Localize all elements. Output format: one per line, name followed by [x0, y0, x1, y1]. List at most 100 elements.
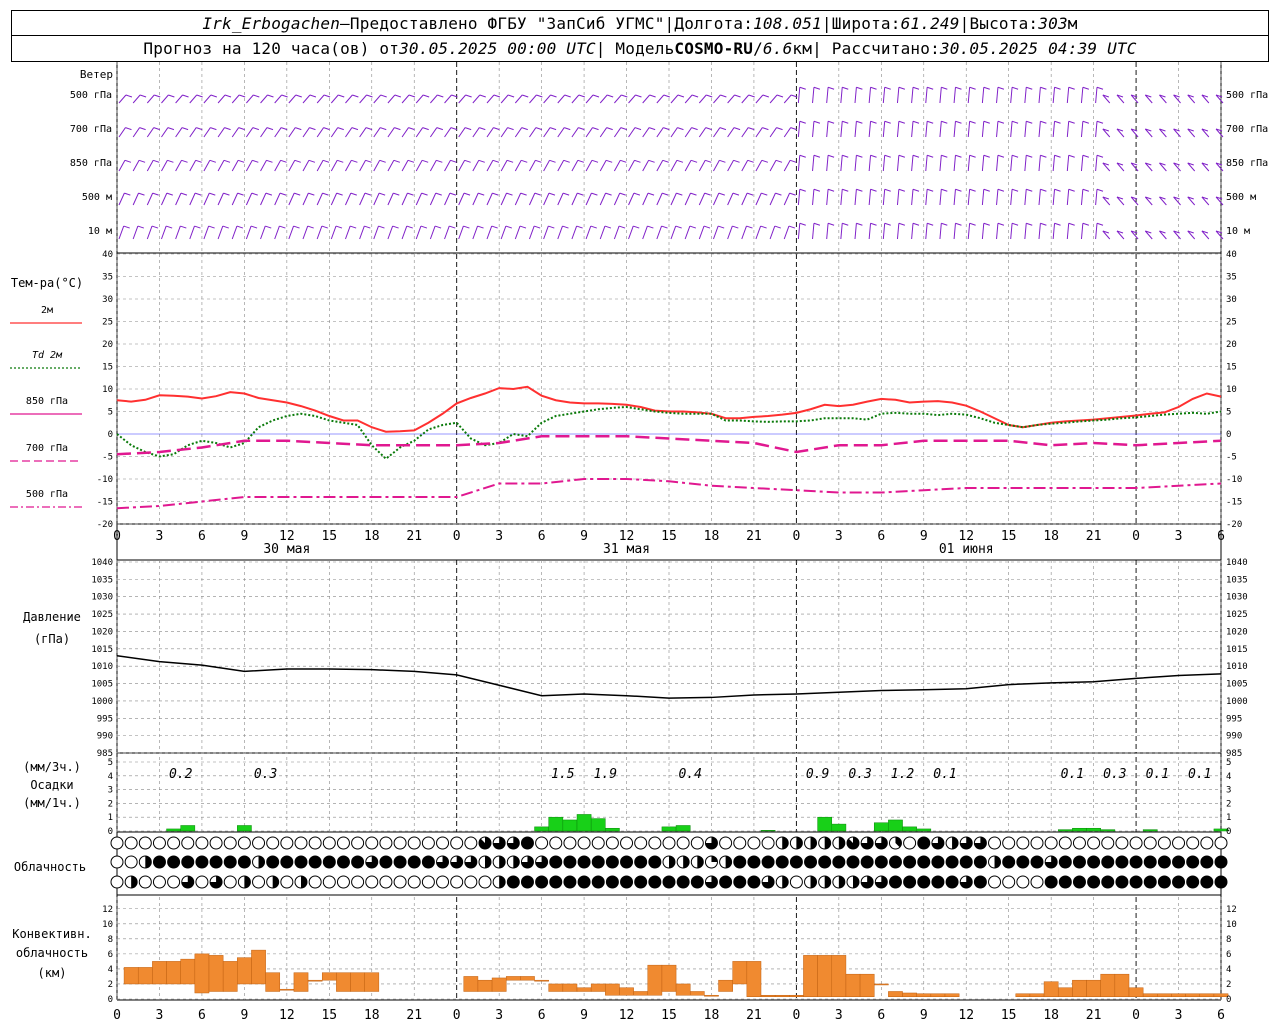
- wind-barb-flag: [379, 159, 386, 163]
- y-tick-label: -10: [1226, 475, 1242, 485]
- wind-barb-flag: [493, 127, 500, 131]
- altitude-value: 303: [1038, 13, 1068, 33]
- wind-barb-flag: [842, 154, 849, 158]
- x-tick-label: 9: [920, 529, 928, 544]
- wind-barb: [175, 94, 183, 104]
- wind-barb-flag: [548, 192, 556, 196]
- x-tick-label: 12: [279, 529, 295, 544]
- wind-level-label: 500 м: [82, 192, 112, 203]
- y-tick-label: 0: [1226, 995, 1231, 1005]
- cloud-fill: [669, 856, 675, 868]
- wind-barb-flag: [799, 154, 806, 158]
- wind-barb: [543, 192, 550, 206]
- wind-barb: [330, 94, 339, 104]
- cloud-symbol: [520, 875, 534, 889]
- wind-barb-flag: [392, 225, 399, 229]
- wind-barb: [713, 94, 721, 104]
- wind-barb-flag: [997, 86, 1005, 90]
- wind-barb: [1052, 87, 1056, 104]
- x-tick-label: 9: [240, 529, 248, 544]
- wind-barb-flag: [210, 94, 218, 98]
- cloud-symbol: [124, 855, 138, 869]
- wind-barb: [727, 94, 735, 104]
- y-tick-label: 40: [1226, 250, 1237, 260]
- wind-barb: [161, 127, 169, 138]
- wind-barb: [189, 127, 197, 138]
- wind-barb: [1144, 94, 1153, 104]
- cloud-symbol: [1157, 855, 1171, 869]
- wind-barb: [1066, 121, 1070, 138]
- wind-barb: [741, 160, 749, 172]
- y-tick-label: 1040: [91, 558, 113, 568]
- convective-bar: [576, 987, 592, 992]
- wind-barb-flag: [1116, 230, 1124, 234]
- precip-bar: [873, 822, 889, 832]
- wind-barb: [1052, 121, 1056, 138]
- wind-barb: [585, 192, 592, 206]
- wind-barb-flag: [194, 192, 202, 196]
- wind-barb-flag: [884, 120, 891, 124]
- wind-barb: [345, 160, 352, 172]
- wind-barb: [146, 225, 153, 240]
- cloud-symbol: [620, 875, 634, 889]
- cloud-symbol: [535, 875, 549, 889]
- wind-barb: [1130, 196, 1139, 206]
- y-tick-label: 15: [1226, 363, 1237, 373]
- wind-barb: [444, 127, 452, 138]
- wind-barb: [826, 223, 829, 240]
- cloud-symbol: [1143, 875, 1157, 889]
- wind-barb-flag: [1026, 222, 1033, 226]
- x-tick-label: 15: [1001, 529, 1017, 544]
- wind-barb-flag: [224, 127, 231, 131]
- wind-barb-flag: [1102, 162, 1109, 166]
- wind-barb: [1066, 87, 1070, 104]
- wind-barb-flag: [870, 154, 877, 158]
- x-tick-label: 18: [364, 1008, 380, 1023]
- wind-barb: [529, 192, 536, 206]
- wind-barb-flag: [180, 192, 188, 196]
- legend-label: 700 гПа: [26, 443, 68, 454]
- wind-barb-flag: [647, 192, 655, 196]
- precip-unit-3h: (мм/3ч.): [23, 760, 81, 774]
- wind-barb: [387, 192, 394, 206]
- wind-barb: [444, 160, 451, 172]
- x-tick-label: 0: [792, 529, 800, 544]
- x-tick-label: 0: [453, 1008, 461, 1023]
- x-tick-label: 18: [704, 1008, 720, 1023]
- cloud-symbol: [1058, 875, 1072, 889]
- wind-barb-flag: [1026, 154, 1033, 158]
- wind-barb: [925, 189, 928, 206]
- wind-level-label: 850 гПа: [1226, 158, 1268, 169]
- convective-bar: [1199, 993, 1215, 997]
- wind-barb: [953, 223, 956, 240]
- wind-barb-flag: [351, 159, 358, 163]
- y-tick-label: 5: [108, 408, 113, 418]
- wind-barb: [1173, 94, 1181, 104]
- wind-barb-flag: [1026, 120, 1033, 124]
- wind-barb: [1201, 128, 1210, 138]
- wind-barb-flag: [153, 159, 160, 163]
- wind-barb: [500, 225, 507, 240]
- cloud-symbol: [167, 836, 181, 850]
- wind-barb-flag: [689, 225, 697, 229]
- y-tick-label: 995: [1226, 714, 1242, 724]
- wind-barb: [1144, 230, 1153, 240]
- convective-bar: [548, 983, 564, 992]
- wind-barb-flag: [281, 127, 288, 131]
- wind-barb-flag: [125, 94, 133, 98]
- wind-barb: [288, 127, 296, 138]
- wind-barb: [642, 225, 648, 240]
- wind-barb: [146, 94, 155, 104]
- wind-barb: [613, 127, 622, 138]
- wind-barb-flag: [1011, 222, 1019, 226]
- wind-barb-flag: [734, 94, 741, 98]
- wind-barb-flag: [124, 192, 131, 196]
- wind-barb-flag: [181, 127, 189, 131]
- cloud-symbol: [733, 875, 747, 889]
- wind-barb-flag: [1054, 120, 1061, 124]
- wind-barb: [613, 225, 620, 240]
- wind-barb-flag: [505, 225, 513, 229]
- wind-barb-flag: [791, 94, 798, 98]
- wind-barb-flag: [548, 225, 555, 229]
- wind-barb: [925, 121, 928, 138]
